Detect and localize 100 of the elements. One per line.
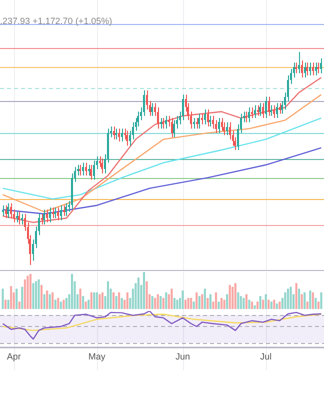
candlestick [157, 106, 159, 130]
bar [248, 300, 250, 309]
candlestick [2, 204, 4, 217]
bar [79, 288, 82, 309]
candlestick [268, 96, 270, 116]
candlestick [320, 58, 322, 74]
bar [46, 290, 48, 309]
candlestick [298, 52, 300, 74]
bar [156, 294, 159, 309]
bar [184, 300, 187, 309]
candlestick [143, 90, 145, 116]
bar [142, 272, 146, 309]
candlestick [52, 206, 54, 219]
candlestick [165, 115, 167, 130]
bar [146, 281, 148, 309]
bar [112, 292, 115, 309]
bar [2, 288, 4, 309]
bar [295, 283, 298, 309]
bar [115, 296, 118, 309]
bar [120, 298, 123, 309]
candlestick [265, 96, 267, 119]
bar [192, 302, 195, 309]
candlestick [204, 109, 206, 125]
candlestick [229, 122, 231, 140]
candlestick [85, 162, 87, 176]
bar [70, 274, 74, 309]
bar [309, 290, 312, 309]
bar [65, 298, 68, 309]
bar [290, 286, 292, 309]
candlestick [113, 126, 115, 140]
candlestick [21, 213, 23, 226]
bar [317, 302, 320, 309]
candlestick [221, 118, 223, 132]
bar [40, 284, 43, 309]
bar [245, 294, 248, 309]
bar [182, 290, 184, 309]
bar [90, 292, 92, 309]
bar [16, 288, 18, 309]
bar [234, 283, 236, 309]
bar [52, 292, 54, 309]
candlestick [262, 102, 264, 119]
candlestick [196, 118, 198, 130]
bar [300, 294, 303, 309]
bar [250, 302, 254, 309]
bar [204, 288, 206, 309]
bar [223, 300, 226, 309]
bar [187, 298, 190, 309]
candlestick [201, 113, 203, 125]
candlestick [160, 118, 162, 130]
bar [137, 278, 140, 309]
bar [62, 300, 65, 309]
candlestick [10, 202, 12, 219]
candlestick [257, 104, 259, 116]
candlestick [82, 162, 84, 176]
candlestick [46, 209, 48, 223]
bar [273, 300, 276, 309]
bar [312, 292, 314, 309]
bar [304, 292, 306, 309]
bar [10, 286, 12, 309]
bar [284, 292, 286, 309]
bar [173, 298, 176, 309]
candlestick [121, 128, 123, 142]
bar [151, 296, 154, 309]
candlestick [16, 211, 18, 223]
bar [18, 302, 20, 309]
candlestick [41, 213, 43, 226]
bar [118, 292, 120, 309]
candlestick [304, 62, 306, 78]
candlestick [301, 60, 303, 78]
candlestick [193, 118, 195, 130]
candlestick [60, 204, 62, 221]
bar [254, 305, 256, 309]
candlestick [93, 160, 95, 180]
bar [256, 302, 259, 309]
bar [24, 279, 26, 309]
candlestick [207, 109, 209, 128]
candlestick [226, 122, 228, 136]
bar [29, 274, 32, 309]
bar [220, 298, 223, 309]
candlestick [5, 204, 7, 219]
bar [237, 292, 240, 309]
candlestick [146, 90, 148, 110]
candlestick [315, 62, 317, 76]
bar [176, 300, 178, 309]
bar [198, 296, 200, 309]
candlestick [248, 106, 250, 123]
bar [240, 296, 242, 309]
bar [242, 298, 245, 309]
bar [259, 296, 262, 309]
bar [314, 298, 317, 309]
bar [26, 276, 29, 309]
bar [320, 292, 322, 309]
bar [228, 284, 231, 309]
candlestick [49, 206, 51, 223]
candlestick [118, 128, 120, 142]
x-tick-label: Jun [176, 351, 190, 362]
bar [32, 283, 34, 309]
candlestick [276, 102, 278, 119]
candlestick [254, 104, 256, 119]
candlestick [182, 94, 184, 121]
